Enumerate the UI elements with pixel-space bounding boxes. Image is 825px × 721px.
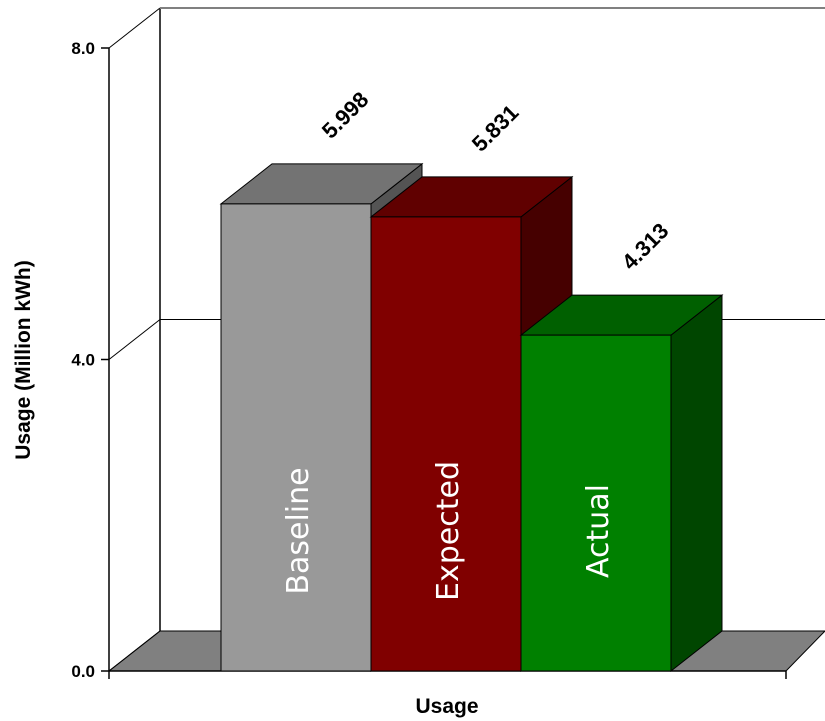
- bar-group: Baseline Expected Actual: [219, 162, 724, 673]
- x-axis-title: Usage: [415, 695, 478, 718]
- bar-front-face: [520, 334, 672, 672]
- bar-category-label: Expected: [431, 461, 466, 601]
- side-wall-edge-2: [108, 7, 161, 49]
- bar-side-face: [670, 294, 723, 673]
- bar-front-face: [220, 203, 372, 672]
- y-tick-label-1: 4.0: [71, 351, 95, 370]
- bar-category-label: Baseline: [281, 467, 316, 594]
- y-axis-title: Usage (Million kWh): [12, 260, 35, 460]
- y-axis-ticks: 0.0 4.0 8.0: [71, 39, 109, 681]
- bar-front-face: [370, 216, 522, 672]
- side-wall-edge-0: [108, 630, 161, 672]
- y-tick-label-0: 0.0: [71, 662, 95, 681]
- side-wall-edge-1: [108, 319, 161, 360]
- y-tick-label-2: 8.0: [71, 39, 95, 58]
- bar-category-label: Actual: [581, 484, 616, 578]
- side-wall-edges: [108, 7, 161, 672]
- bar-actual: Actual: [519, 294, 724, 673]
